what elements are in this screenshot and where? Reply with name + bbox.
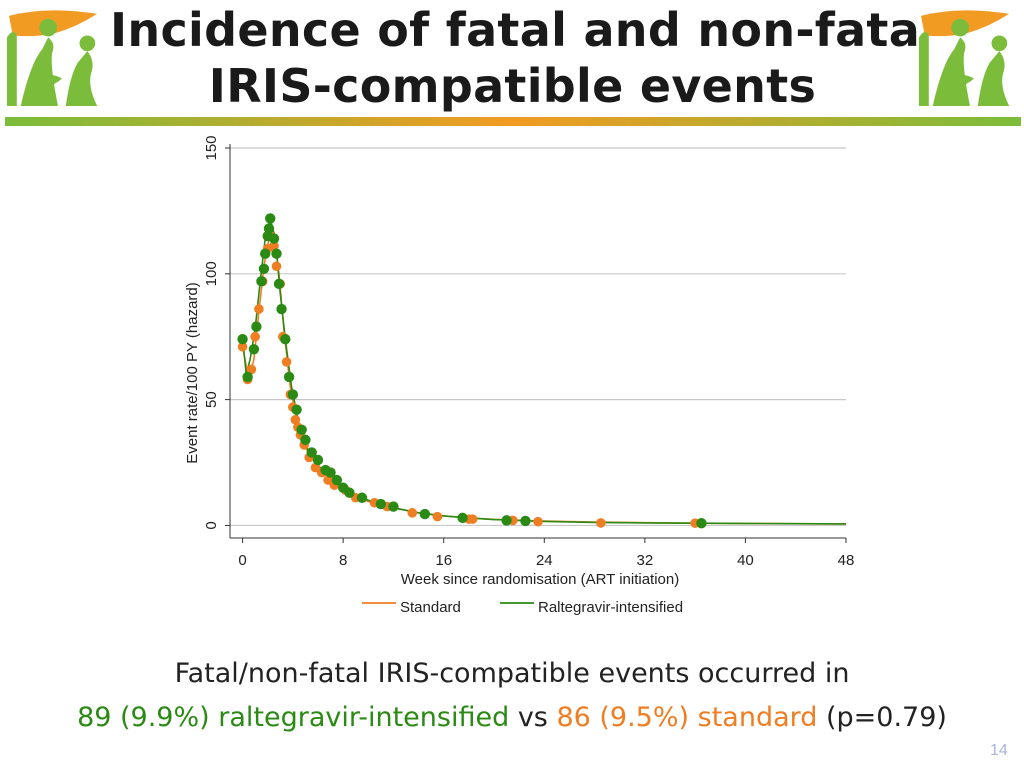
data-point-raltegravir xyxy=(287,389,299,400)
data-point-raltegravir xyxy=(296,424,307,436)
data-point-raltegravir xyxy=(696,517,707,529)
data-point-raltegravir xyxy=(265,213,276,224)
x-tick-label: 24 xyxy=(536,552,553,569)
data-point-raltegravir xyxy=(312,454,324,466)
data-point-raltegravir xyxy=(375,498,387,510)
data-point-raltegravir xyxy=(271,248,282,259)
data-point-standard xyxy=(254,304,264,314)
data-point-standard xyxy=(290,414,301,425)
event-rate-chart: 0 50 100 150 0 8 16 24 32 40 48 Week since randomis… xyxy=(184,135,855,616)
data-point-raltegravir xyxy=(237,334,248,345)
data-point-standard xyxy=(271,261,282,272)
data-point-raltegravir xyxy=(306,447,317,458)
x-tick-label: 16 xyxy=(435,552,452,569)
y-tick-label: 0 xyxy=(203,521,220,529)
caption-vs: vs xyxy=(509,702,557,733)
data-point-standard xyxy=(281,357,292,367)
legend-label-standard: Standard xyxy=(400,599,461,616)
slide-title: Incidence of fatal and non-fatal IRIS-co… xyxy=(110,2,937,114)
title-line-2: IRIS-compatible events xyxy=(208,59,817,113)
x-tick-label: 48 xyxy=(838,552,855,569)
caption-standard-result: 86 (9.5%) standard xyxy=(556,702,818,733)
data-point-standard xyxy=(246,364,257,375)
y-tick-label: 50 xyxy=(203,391,220,408)
y-axis-title: Event rate/100 PY (hazard) xyxy=(184,282,201,464)
y-tick-label: 100 xyxy=(203,261,220,286)
data-point-standard xyxy=(596,518,606,528)
data-point-raltegravir xyxy=(256,276,267,287)
data-point-raltegravir xyxy=(260,248,271,259)
data-point-standard xyxy=(250,331,260,342)
y-tick-label: 150 xyxy=(203,135,220,160)
x-tick-label: 32 xyxy=(637,552,654,569)
title-line-1: Incidence of fatal and non-fatal xyxy=(110,3,937,57)
data-point-raltegravir xyxy=(356,492,368,503)
data-point-raltegravir xyxy=(501,515,512,526)
data-point-standard xyxy=(432,511,443,522)
slide-number: 14 xyxy=(990,742,1008,759)
data-point-raltegravir xyxy=(283,371,295,383)
result-caption: Fatal/non-fatal IRIS-compatible events o… xyxy=(0,652,1024,740)
data-point-standard xyxy=(407,508,418,518)
data-point-raltegravir xyxy=(419,508,431,520)
data-point-raltegravir xyxy=(331,474,343,486)
data-point-raltegravir xyxy=(273,278,285,290)
data-point-raltegravir xyxy=(300,434,311,446)
x-tick-label: 0 xyxy=(238,552,246,569)
data-point-raltegravir xyxy=(325,467,336,478)
data-point-raltegravir xyxy=(520,515,531,527)
caption-raltegravir-result: 89 (9.9%) raltegravir-intensified xyxy=(77,702,510,733)
title-divider-bar xyxy=(5,117,1021,126)
data-point-standard xyxy=(467,514,478,524)
data-point-raltegravir xyxy=(248,344,260,355)
data-point-standard xyxy=(237,341,248,352)
data-point-raltegravir xyxy=(388,501,399,512)
logo-left xyxy=(7,8,105,106)
caption-line-1: Fatal/non-fatal IRIS-compatible events o… xyxy=(174,658,850,689)
legend-label-raltegravir: Raltegravir-intensified xyxy=(538,599,683,616)
data-point-raltegravir xyxy=(276,303,287,315)
data-point-raltegravir xyxy=(344,487,355,498)
data-point-raltegravir xyxy=(268,233,280,244)
data-point-standard xyxy=(533,516,543,527)
x-axis-title: Week since randomisation (ART initiation… xyxy=(401,571,679,588)
data-point-raltegravir xyxy=(242,371,253,383)
data-point-raltegravir xyxy=(457,512,468,524)
caption-p-value: (p=0.79) xyxy=(817,702,947,733)
data-point-raltegravir xyxy=(258,263,270,274)
data-point-raltegravir xyxy=(251,321,262,332)
caption-line-2: 89 (9.9%) raltegravir-intensified vs 86 … xyxy=(0,696,1024,740)
data-point-raltegravir xyxy=(263,223,275,234)
data-point-raltegravir xyxy=(280,334,291,345)
x-tick-label: 8 xyxy=(339,552,347,569)
data-point-raltegravir xyxy=(291,404,302,415)
x-tick-label: 40 xyxy=(737,552,754,569)
logo-right xyxy=(919,8,1017,106)
